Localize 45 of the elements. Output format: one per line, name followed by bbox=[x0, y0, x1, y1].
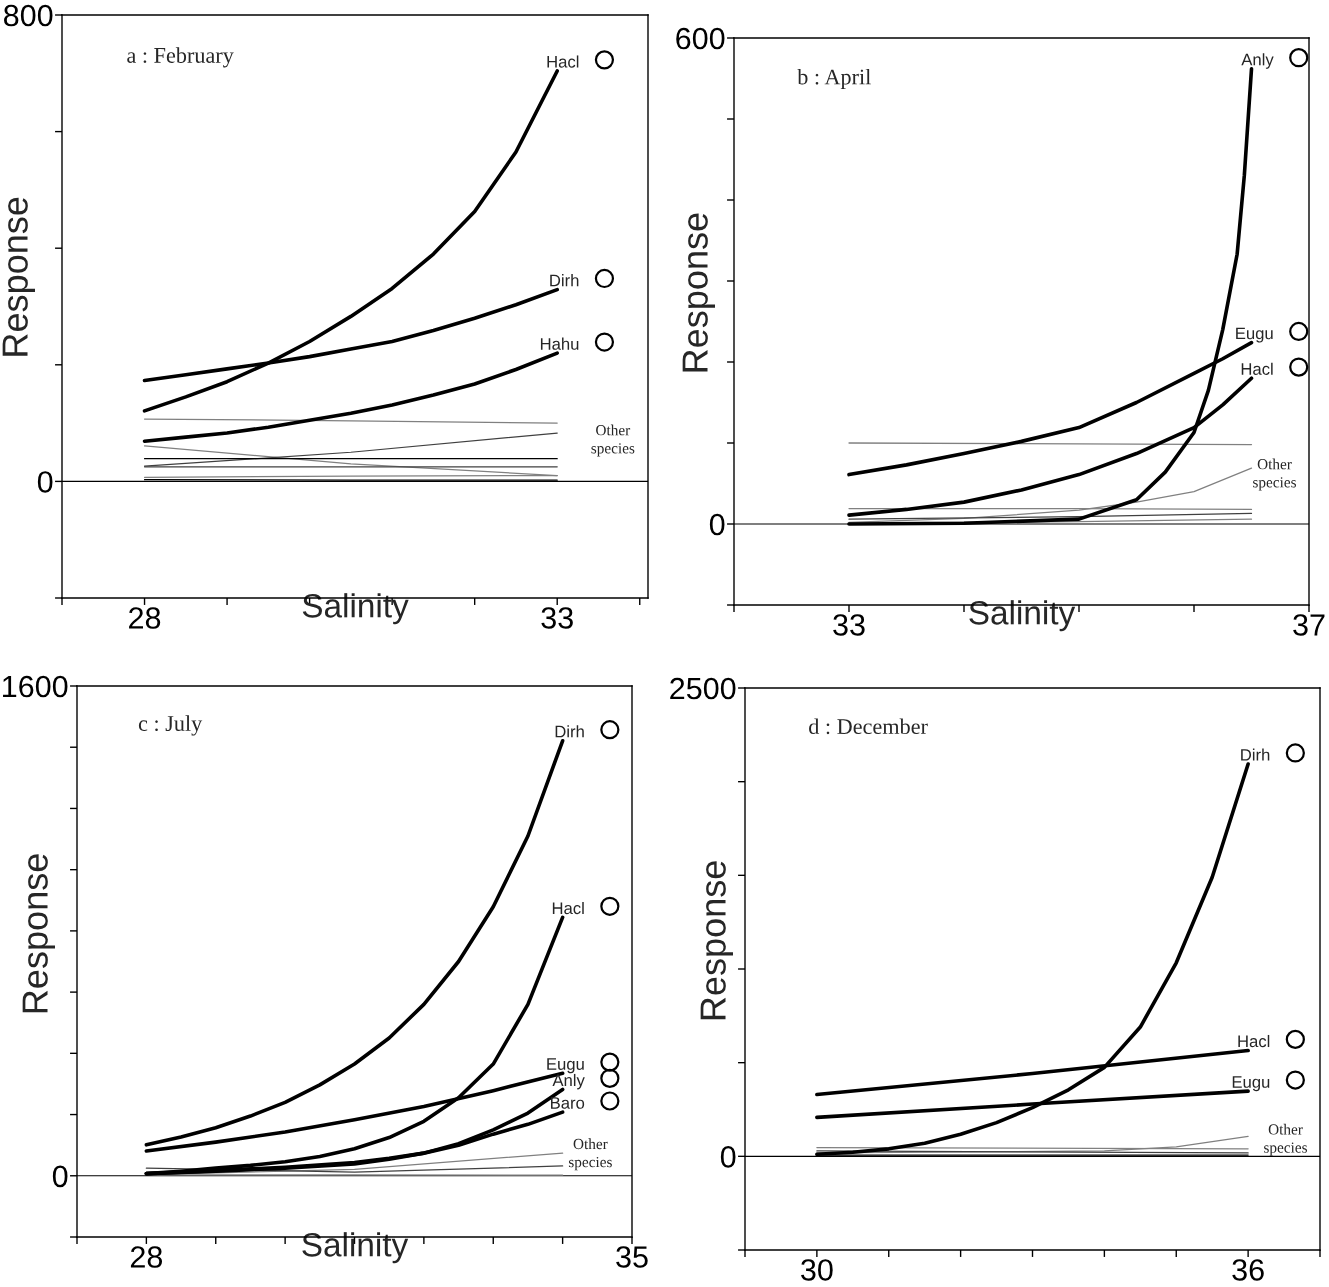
text: a : February bbox=[127, 47, 234, 68]
legend-label: Eugu bbox=[1232, 1076, 1270, 1092]
text: c : July bbox=[138, 715, 203, 736]
y-axis-title: Response bbox=[682, 213, 715, 372]
legend-label: Dirh bbox=[550, 274, 579, 287]
x-tick-label: 33 bbox=[833, 614, 865, 636]
legend-label: Hahu bbox=[540, 337, 579, 350]
y-axis-title: Response bbox=[2, 197, 35, 356]
x-axis-title: Salinity bbox=[969, 600, 1076, 632]
x-axis-title: Salinity bbox=[302, 593, 409, 625]
legend-label: Eugu bbox=[547, 1058, 584, 1074]
legend-label: Baro bbox=[551, 1097, 585, 1109]
x-tick-label: 28 bbox=[130, 1246, 163, 1268]
legend-label: Hacl bbox=[1241, 362, 1273, 375]
y-axis-title: Response bbox=[22, 854, 55, 1013]
legend-label: Eugu bbox=[1236, 327, 1273, 343]
x-tick-label: 36 bbox=[1232, 1259, 1264, 1281]
text: b : April bbox=[797, 68, 871, 90]
x-tick-label: 35 bbox=[616, 1246, 648, 1268]
y-tick-label: 0 bbox=[709, 513, 725, 536]
x-tick-label: 33 bbox=[541, 607, 573, 629]
legend-label: Hacl bbox=[1238, 1034, 1270, 1048]
annotation: Other species bbox=[568, 1138, 612, 1171]
text: d : December bbox=[809, 718, 928, 735]
legend-label: Dirh bbox=[1241, 748, 1270, 761]
y-tick-label: 2500 bbox=[670, 677, 736, 700]
y-tick-label: 800 bbox=[4, 4, 53, 27]
annotation: Other species bbox=[1253, 458, 1296, 491]
y-tick-label: 0 bbox=[52, 1165, 68, 1188]
legend-label: Dirh bbox=[555, 725, 584, 738]
y-axis-title: Response bbox=[700, 861, 733, 1020]
legend-label: Hacl bbox=[552, 901, 584, 915]
legend-label: Hacl bbox=[547, 55, 579, 68]
y-tick-label: 1600 bbox=[3, 675, 68, 698]
x-axis-title: Salinity bbox=[302, 1232, 409, 1264]
y-tick-label: 600 bbox=[676, 27, 725, 50]
x-tick-label: 30 bbox=[801, 1259, 833, 1281]
y-tick-label: 0 bbox=[37, 471, 53, 493]
legend-label: Anly bbox=[552, 1073, 585, 1090]
annotation: Other species bbox=[591, 424, 635, 457]
annotation: Other species bbox=[1264, 1123, 1307, 1156]
y-tick-label: 0 bbox=[720, 1146, 736, 1168]
x-tick-label: 37 bbox=[1293, 614, 1325, 636]
legend-label: Anly bbox=[1241, 53, 1274, 69]
x-tick-label: 28 bbox=[129, 607, 161, 629]
